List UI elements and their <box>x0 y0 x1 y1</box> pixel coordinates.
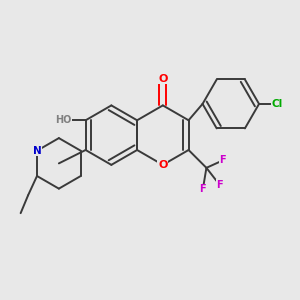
Text: F: F <box>219 155 226 165</box>
Text: O: O <box>158 160 167 170</box>
Text: HO: HO <box>55 115 71 125</box>
Text: O: O <box>158 74 167 84</box>
Text: Cl: Cl <box>271 99 283 109</box>
Text: F: F <box>217 180 223 190</box>
Text: F: F <box>200 184 206 194</box>
Text: N: N <box>33 146 41 156</box>
